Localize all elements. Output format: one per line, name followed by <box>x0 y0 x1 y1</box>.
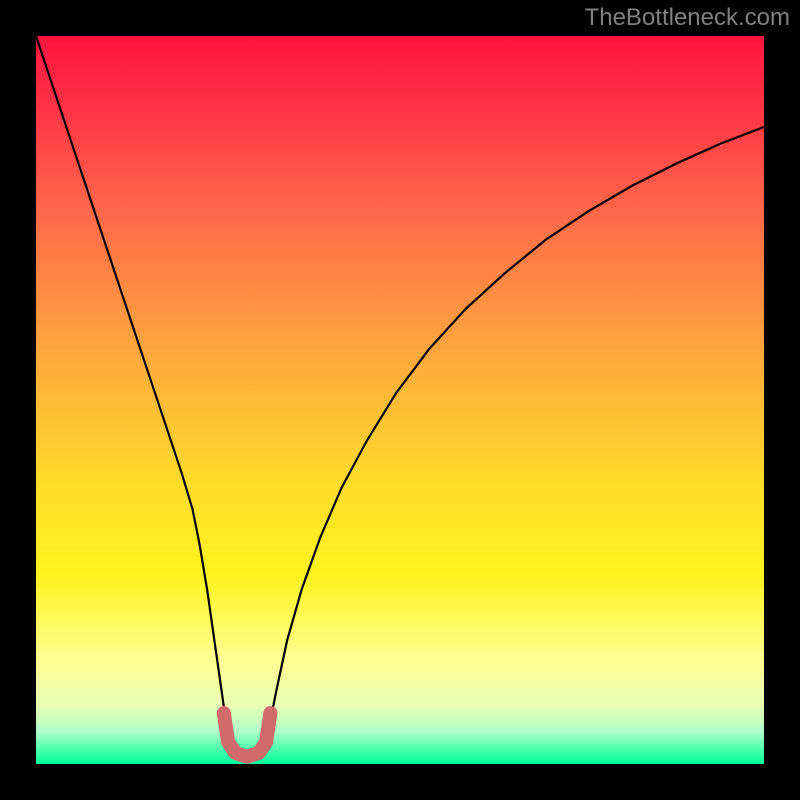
chart-svg <box>36 36 764 764</box>
chart-background <box>36 36 764 764</box>
chart-plot-area <box>36 36 764 764</box>
watermark-text: TheBottleneck.com <box>585 4 790 32</box>
